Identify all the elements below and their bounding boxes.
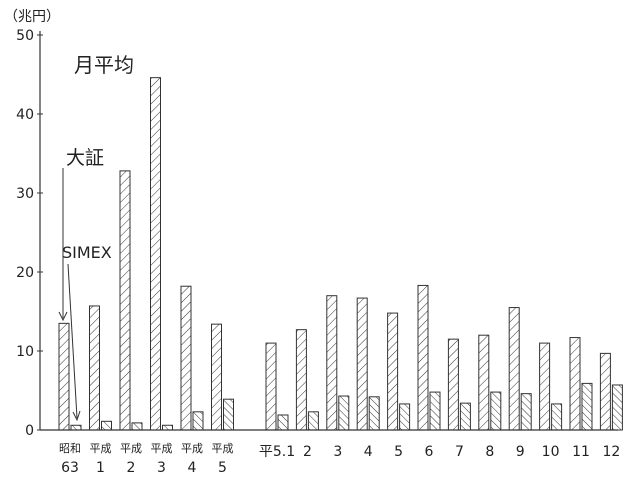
x-tick-label-bottom: 5: [218, 460, 227, 476]
y-tick-label: 20: [16, 265, 34, 281]
x-tick-label-top: 平成: [151, 442, 173, 455]
y-tick-label: 50: [16, 28, 34, 44]
bar-osaka: [508, 307, 520, 431]
x-tick-label-bottom: 2: [127, 460, 136, 476]
bar-simex: [101, 420, 112, 431]
x-tick-label: 12: [602, 444, 620, 460]
annotation-simex: SIMEX: [62, 243, 112, 262]
x-tick-label-top: 平成: [90, 442, 112, 455]
bar-osaka: [180, 285, 192, 431]
bar-simex: [70, 424, 82, 431]
bar-simex: [368, 396, 380, 431]
bar-simex: [611, 384, 623, 431]
bar-osaka: [211, 323, 222, 431]
x-tick-label: 9: [516, 444, 525, 460]
x-tick-label-bottom: 1: [96, 460, 105, 476]
arrow-simex-head: [72, 410, 81, 422]
y-axis: 0 10 20 30 40 50: [16, 28, 618, 439]
bar-simex: [338, 395, 350, 431]
x-tick-label: 2: [303, 444, 312, 460]
bar-osaka: [119, 170, 131, 431]
bar-simex: [429, 391, 441, 431]
bar-osaka: [478, 334, 490, 431]
bar-simex: [399, 403, 411, 431]
y-tick-label: 40: [16, 107, 34, 123]
annotation-monthly-average: 月平均: [74, 53, 134, 77]
x-tick-label: 5: [394, 444, 403, 460]
x-tick-label-top: 平成: [181, 442, 203, 455]
bar-simex: [459, 402, 471, 431]
bar-osaka: [569, 337, 581, 431]
x-tick-label-bottom: 63: [61, 460, 79, 476]
bar-simex: [223, 398, 234, 431]
bar-simex: [490, 391, 502, 431]
bars-group: [58, 77, 623, 431]
bar-simex: [192, 411, 204, 431]
bar-osaka: [58, 322, 70, 431]
bar-osaka: [539, 342, 551, 431]
y-tick-label: 30: [16, 186, 34, 202]
x-tick-label: 11: [572, 444, 590, 460]
x-tick-label: 3: [333, 444, 342, 460]
bar-osaka: [387, 312, 399, 431]
bar-simex: [581, 382, 593, 431]
bar-osaka: [265, 342, 277, 431]
x-tick-label: 7: [455, 444, 464, 460]
x-tick-label-top: 平成: [212, 442, 234, 455]
bar-osaka: [599, 352, 611, 431]
x-tick-label-top: 平成: [120, 442, 142, 455]
bar-simex: [307, 411, 319, 431]
bar-simex: [162, 424, 173, 431]
bar-osaka: [447, 338, 459, 431]
bar-osaka: [326, 295, 338, 431]
annotation-osaka-exchange: 大証: [66, 147, 104, 169]
x-tick-label: 8: [485, 444, 494, 460]
bar-simex: [277, 414, 289, 431]
x-tick-label: 6: [425, 444, 434, 460]
x-tick-label: 10: [542, 444, 560, 460]
bar-simex: [131, 422, 143, 431]
y-tick-label: 10: [16, 344, 34, 360]
bar-osaka: [89, 305, 100, 431]
arrow-osaka-head: [58, 311, 68, 322]
bar-osaka: [295, 329, 307, 431]
y-axis-unit-label: （兆円）: [4, 9, 60, 25]
bar-osaka: [417, 284, 429, 431]
bar-osaka: [150, 77, 161, 431]
x-tick-label-top: 昭和: [59, 442, 81, 455]
x-tick-label: 4: [364, 444, 373, 460]
x-tick-label-bottom: 4: [188, 460, 197, 476]
bar-simex: [520, 393, 532, 431]
x-tick-label: 平5.1: [259, 444, 295, 460]
annotation-arrows: [58, 168, 81, 422]
x-axis-labels: 昭和 63 平成 1 平成 2 平成 3 平成 4 平成 5 平5.1 2 3 4 5 6 7 8 9 10 11 12: [59, 442, 620, 476]
x-tick-label-bottom: 3: [157, 460, 166, 476]
bar-osaka: [356, 297, 368, 431]
arrow-simex-line: [67, 263, 78, 419]
bar-simex: [551, 403, 563, 431]
y-tick-label: 0: [25, 423, 34, 439]
